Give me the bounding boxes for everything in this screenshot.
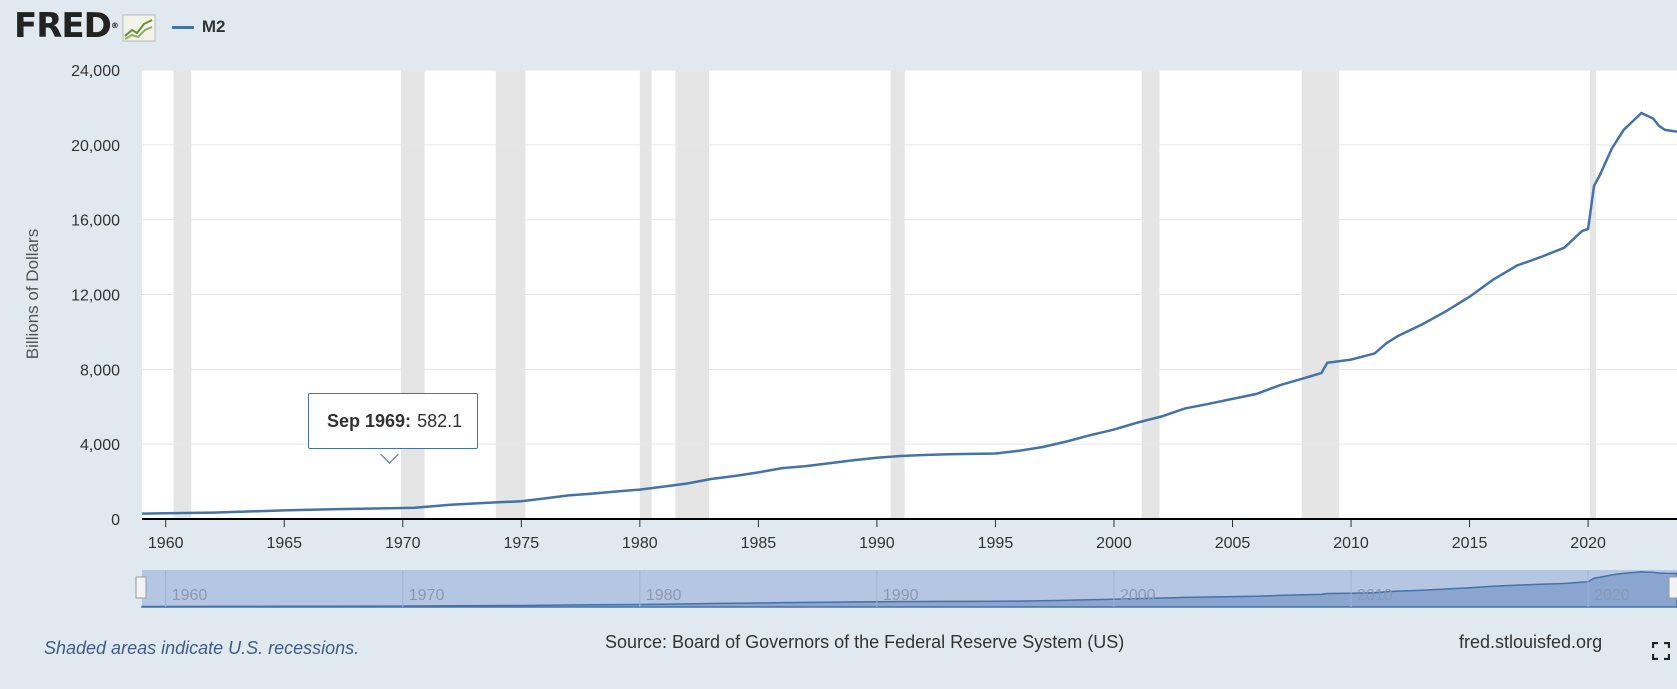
x-tick-label: 1970 — [385, 535, 421, 552]
navigator-handle-left[interactable] — [135, 576, 147, 599]
y-tick-label: 16,000 — [71, 213, 120, 230]
y-axis: 0 4,000 8,000 12,000 16,000 20,000 24,000 — [71, 63, 120, 529]
x-tick-label: 1995 — [978, 535, 1014, 552]
fred-logo-text: FRED — [14, 6, 112, 46]
tooltip-value: 582.1 — [417, 410, 463, 431]
fullscreen-icon[interactable] — [1652, 642, 1670, 660]
navigator[interactable]: 1960 1970 1980 1990 2000 2010 2020 — [135, 570, 1677, 608]
x-tick-label: 1975 — [504, 535, 540, 552]
x-axis: 1960 1965 1970 1975 1980 1985 1990 1995 2000 2005… — [148, 519, 1606, 552]
navigator-tick-label: 2010 — [1357, 587, 1393, 604]
navigator-handle-right[interactable] — [1668, 576, 1677, 599]
fred-logo[interactable]: FRED® — [14, 6, 119, 46]
y-tick-label: 4,000 — [80, 437, 120, 454]
x-tick-label: 1985 — [741, 535, 777, 552]
x-tick-label: 1960 — [148, 535, 184, 552]
y-tick-label: 20,000 — [71, 138, 120, 155]
tooltip-date: Sep 1969: — [327, 410, 412, 431]
x-tick-label: 2000 — [1096, 535, 1132, 552]
legend-label: M2 — [201, 17, 226, 36]
navigator-ticks: 1960 1970 1980 1990 2000 2010 2020 — [165, 570, 1630, 607]
legend-swatch — [171, 25, 194, 29]
recession-note: Shaded areas indicate U.S. recessions. — [44, 638, 360, 658]
source-text: Source: Board of Governors of the Federa… — [605, 632, 1125, 652]
x-tick-label: 2015 — [1452, 535, 1488, 552]
navigator-tick-label: 1960 — [172, 587, 208, 604]
legend-item-m2[interactable]: M2 — [171, 17, 226, 37]
y-tick-label: 0 — [111, 512, 120, 529]
fred-logo-mark: ® — [110, 21, 119, 30]
site-link[interactable]: fred.stlouisfed.org — [1459, 632, 1603, 652]
navigator-tick-label: 1970 — [409, 587, 445, 604]
line-chart-icon — [122, 14, 156, 42]
y-axis-label: Billions of Dollars — [23, 229, 42, 359]
navigator-tick-label: 1980 — [646, 587, 682, 604]
y-tick-label: 12,000 — [71, 288, 120, 305]
x-tick-label: 1980 — [622, 535, 658, 552]
navigator-tick-label: 1990 — [883, 587, 919, 604]
x-tick-label: 1990 — [859, 535, 895, 552]
x-tick-label: 2005 — [1215, 535, 1251, 552]
x-tick-label: 1965 — [266, 535, 302, 552]
header: FRED® M2 — [14, 6, 225, 46]
x-tick-label: 2010 — [1333, 535, 1369, 552]
tooltip: Sep 1969: 582.1 — [308, 393, 478, 449]
series-line-m2 — [141, 111, 1677, 515]
gridlines — [142, 69, 1677, 445]
y-tick-label: 8,000 — [80, 362, 120, 379]
y-tick-label: 24,000 — [71, 63, 120, 80]
navigator-tick-label: 2000 — [1120, 587, 1156, 604]
x-tick-label: 2020 — [1570, 535, 1606, 552]
navigator-tick-label: 2020 — [1594, 587, 1630, 604]
